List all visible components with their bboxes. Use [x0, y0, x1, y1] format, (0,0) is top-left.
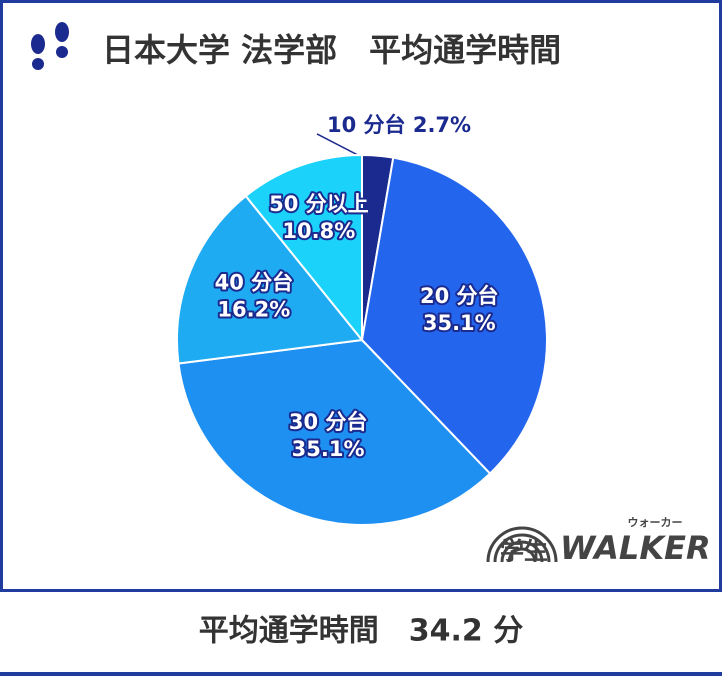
pie-slice: [360, 156, 548, 475]
logo-brand: WALKER: [560, 529, 711, 567]
footer: 平均通学時間 34.2 分: [199, 614, 523, 649]
pie: 10 分台 2.7% 20 分台 35.1% 30 分台 35.1% 40 分台 16.2%…: [176, 113, 548, 526]
value-label: 35.1%: [423, 311, 496, 335]
category-label: 50 分以上: [269, 192, 369, 216]
category-label: 40 分台: [215, 271, 294, 295]
value-label: 16.2%: [217, 298, 290, 322]
logo-name: 学生: [500, 537, 548, 565]
value-label: 2.7%: [413, 113, 471, 137]
pie-slice: [244, 153, 363, 343]
logo-reading: ウォーカー: [628, 516, 683, 529]
value-label: 35.1%: [292, 437, 365, 461]
category-label: 20 分台: [420, 284, 499, 308]
leader-line: [316, 133, 378, 166]
footprint-icon: [31, 22, 69, 70]
pie-slice: [177, 338, 492, 526]
chart-title: 日本大学 法学部 平均通学時間: [102, 31, 561, 69]
category-label: 10 分台: [327, 113, 406, 137]
logo: 学生 WALKER ウォーカー: [486, 516, 711, 567]
pie-slice: [176, 194, 364, 365]
value-label: 10.8%: [282, 219, 355, 243]
data-label: 10 分台 2.7%: [327, 113, 471, 137]
category-label: 30 分台: [289, 410, 368, 434]
